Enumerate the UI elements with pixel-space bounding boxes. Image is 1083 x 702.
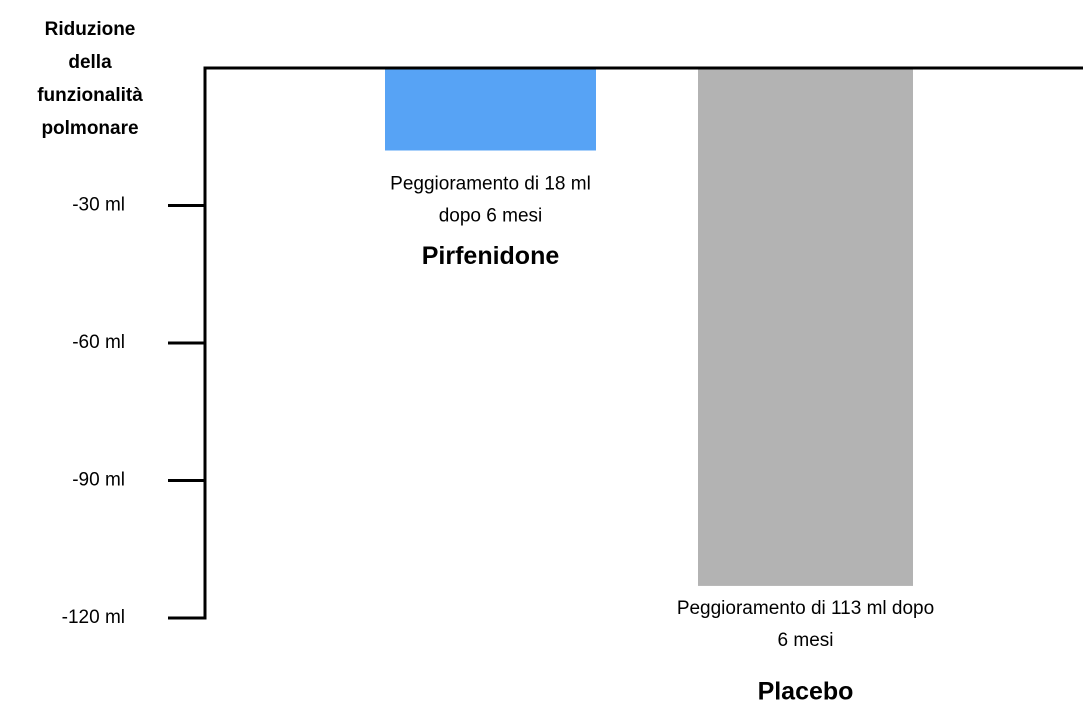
bar-annotation: Peggioramento di 18 ml (390, 174, 591, 195)
bar (698, 68, 913, 586)
y-tick-label: -60 ml (72, 332, 125, 353)
bar-annotation: 6 mesi (778, 630, 834, 651)
category-label: Pirfenidone (422, 242, 560, 270)
y-axis-label: della (68, 52, 112, 73)
y-axis-label: polmonare (41, 118, 138, 139)
bar (385, 68, 596, 151)
y-tick-label: -30 ml (72, 195, 125, 216)
y-tick-label: -90 ml (72, 470, 125, 491)
y-axis-label: funzionalità (37, 85, 143, 106)
bar-annotation: Peggioramento di 113 ml dopo (677, 598, 934, 619)
y-axis-label: Riduzione (45, 19, 136, 40)
category-label: Placebo (758, 678, 854, 702)
bar-annotation: dopo 6 mesi (439, 206, 543, 227)
y-tick-label: -120 ml (62, 607, 125, 628)
